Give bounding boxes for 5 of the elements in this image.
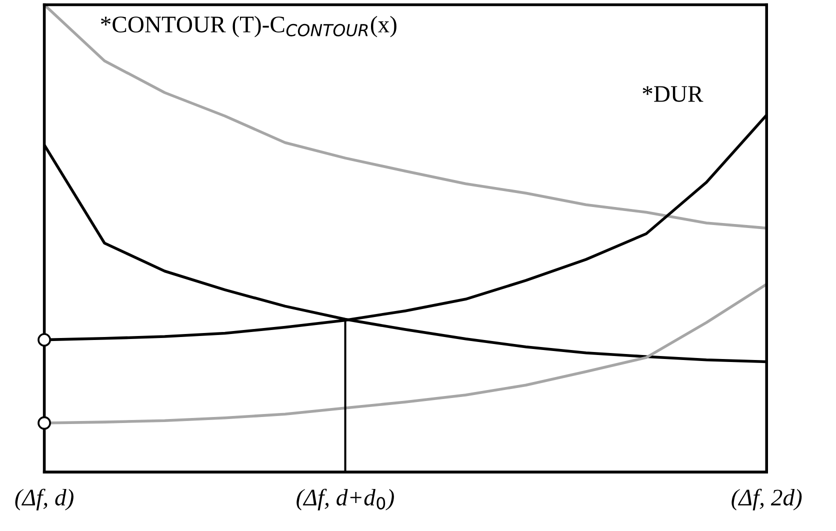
x-tick-label: (Δf, d) bbox=[15, 488, 74, 510]
x-tick-label: (Δf, 2d) bbox=[732, 488, 802, 510]
series-label: *CONTOUR (T)-C$_{CONTOUR}$(x) bbox=[101, 16, 396, 38]
text: *DUR bbox=[642, 86, 704, 102]
x-tick-label: (Δf, d+d$_{0}$) bbox=[296, 488, 394, 510]
